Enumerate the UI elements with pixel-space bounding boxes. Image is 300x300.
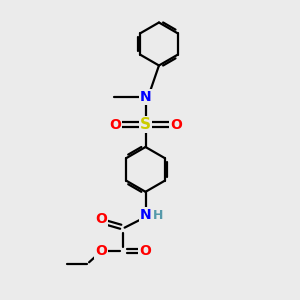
Text: O: O xyxy=(109,118,121,132)
Text: H: H xyxy=(153,208,163,222)
Text: N: N xyxy=(140,208,151,222)
Text: O: O xyxy=(95,212,107,226)
Text: N: N xyxy=(140,90,151,104)
Text: O: O xyxy=(95,244,107,258)
Text: O: O xyxy=(139,244,151,258)
Text: S: S xyxy=(140,117,151,132)
Text: O: O xyxy=(170,118,182,132)
